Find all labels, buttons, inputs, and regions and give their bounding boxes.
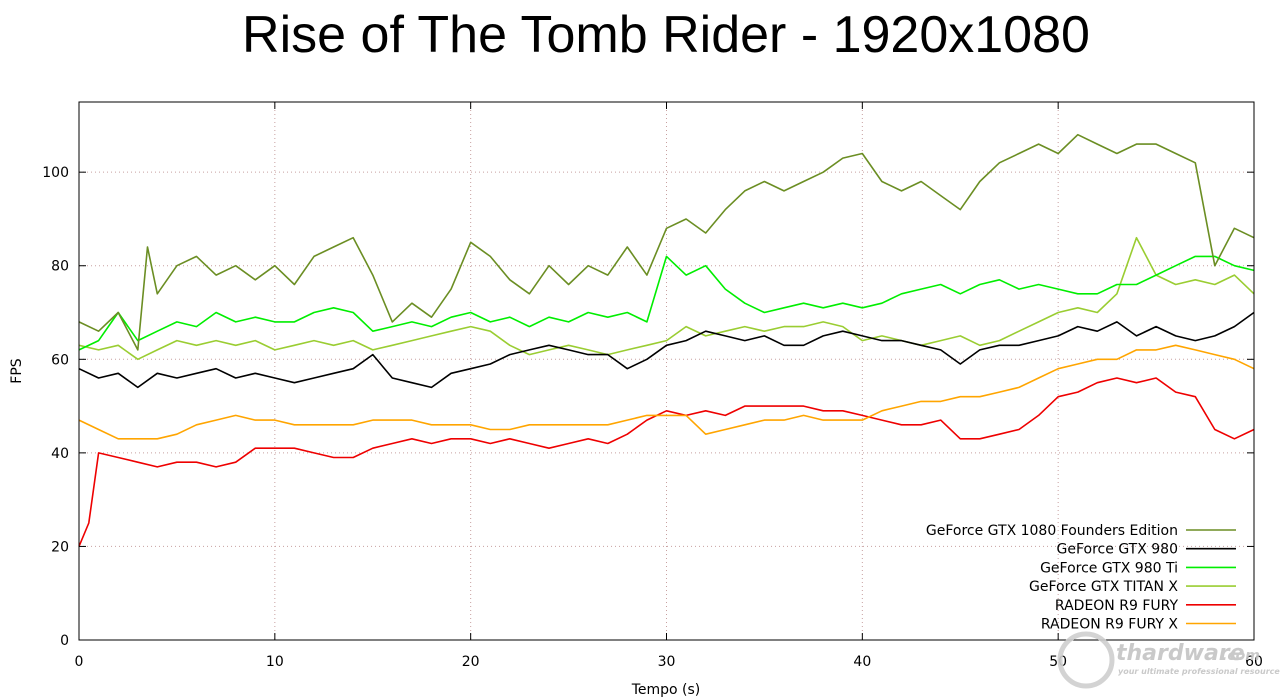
legend-label: GeForce GTX 980: [1057, 542, 1178, 558]
y-tick-label: 40: [51, 446, 69, 462]
watermark-logo-icon: [1057, 631, 1115, 689]
series-layer: [78, 133, 1255, 547]
legend-label: RADEON R9 FURY: [1055, 598, 1179, 614]
series-line-5: [78, 344, 1255, 440]
x-tick-label: 60: [1245, 654, 1263, 670]
x-tick-label: 40: [853, 654, 871, 670]
y-tick-label: 20: [51, 539, 69, 555]
y-tick-label: 60: [51, 352, 69, 368]
series-line-3: [78, 236, 1255, 361]
x-tick-label: 0: [75, 654, 84, 670]
watermark: thardware .com your ultimate professiona…: [1057, 631, 1280, 689]
x-tick-label: 20: [462, 654, 480, 670]
x-tick-label: 10: [266, 654, 284, 670]
y-tick-label: 0: [60, 633, 69, 649]
series-line-1: [78, 311, 1255, 389]
legend-label: RADEON R9 FURY X: [1041, 617, 1179, 633]
legend-label: GeForce GTX 1080 Founders Edition: [926, 523, 1178, 539]
y-axis-label: FPS: [9, 358, 25, 383]
legend-label: GeForce GTX 980 Ti: [1040, 560, 1178, 576]
legend: GeForce GTX 1080 Founders Edition GeForce…: [926, 523, 1236, 633]
series-line-2: [78, 255, 1255, 351]
y-tick-label: 80: [51, 259, 69, 275]
legend-label: GeForce GTX TITAN X: [1029, 579, 1178, 595]
series-line-0: [78, 133, 1255, 351]
grid-layer: [79, 102, 1254, 640]
watermark-brand: thardware: [1116, 641, 1245, 666]
watermark-tagline: your ultimate professional resource: [1118, 667, 1280, 676]
watermark-tld: .com: [1222, 648, 1260, 664]
x-axis-label: Tempo (s): [631, 682, 701, 698]
y-tick-label: 100: [42, 165, 69, 181]
chart-title: Rise of The Tomb Rider - 1920x1080: [242, 6, 1090, 64]
x-tick-label: 30: [658, 654, 676, 670]
